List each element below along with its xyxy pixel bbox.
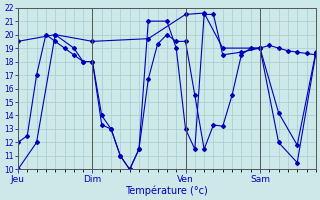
X-axis label: Température (°c): Température (°c): [125, 185, 208, 196]
